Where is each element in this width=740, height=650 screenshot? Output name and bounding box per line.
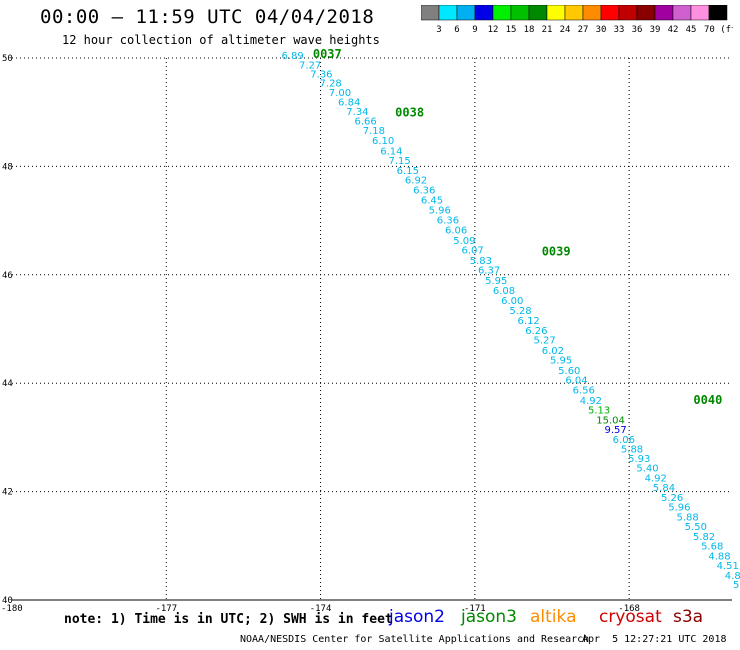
swh-value-label: 6.26 xyxy=(525,326,547,337)
mission-legend-jason2: jason2 xyxy=(389,607,445,627)
legend-tick-label: 70 (ft) xyxy=(704,25,733,35)
legend-swatch xyxy=(708,5,728,21)
legend-tick-label: 3 xyxy=(436,25,441,35)
swh-value-label: 6.04 xyxy=(565,376,587,387)
swh-value-label: 5.95 xyxy=(550,356,572,367)
swh-value-label: 6.02 xyxy=(542,346,564,357)
swh-value-label: 7.15 xyxy=(388,156,410,167)
lat-tick-label: 42 xyxy=(2,488,13,498)
lat-tick-label: 48 xyxy=(2,162,13,172)
legend-tick-label: 21 xyxy=(542,25,553,35)
legend-tick-label: 36 xyxy=(632,25,643,35)
swh-value-label: 5.93 xyxy=(733,580,740,591)
legend-tick-label: 27 xyxy=(578,25,589,35)
swh-value-label: 5.93 xyxy=(628,454,650,465)
time-label: 0038 xyxy=(395,106,424,120)
swh-value-label: 6.08 xyxy=(493,286,515,297)
swh-value-label: 5.88 xyxy=(676,512,698,523)
legend-tick-label: 45 xyxy=(686,25,697,35)
lon-tick-label: -174 xyxy=(310,604,332,614)
swh-value-label: 5.84 xyxy=(653,483,675,494)
swh-value-label: 6.14 xyxy=(380,146,402,157)
swh-value-label: 7.18 xyxy=(363,126,385,137)
swh-value-label: 6.37 xyxy=(478,266,500,277)
swh-value-label: 5.96 xyxy=(429,206,451,217)
units-note: note: 1) Time is in UTC; 2) SWH is in fe… xyxy=(64,612,393,627)
swh-value-label: 7.28 xyxy=(320,79,342,90)
legend-tick-label: 6 xyxy=(454,25,459,35)
lat-tick-label: 40 xyxy=(2,596,13,606)
swh-value-label: 6.12 xyxy=(518,316,540,327)
swh-value-label: 4.51 xyxy=(717,561,739,572)
swh-value-label: 6.15 xyxy=(397,166,419,177)
legend-tick-label: 12 xyxy=(488,25,499,35)
swh-value-label: 5.82 xyxy=(693,532,715,543)
swh-value-label: 5.50 xyxy=(685,522,707,533)
legend-tick-label: 30 xyxy=(596,25,607,35)
swh-value-label: 6.06 xyxy=(613,435,635,446)
swh-value-label: 7.27 xyxy=(299,60,321,71)
swh-value-label: 6.66 xyxy=(355,117,377,128)
legend-tick-label: 18 xyxy=(524,25,535,35)
lon-tick-label: -177 xyxy=(155,604,177,614)
legend-tick-label: 24 xyxy=(560,25,571,35)
swh-value-label: 5.09 xyxy=(453,236,475,247)
swh-value-label: 5.83 xyxy=(470,256,492,267)
lon-tick-label: -180 xyxy=(1,604,23,614)
swh-value-label: 6.92 xyxy=(405,176,427,187)
swh-value-label: 6.45 xyxy=(421,195,443,206)
swh-value-label: 7.00 xyxy=(329,88,351,99)
legend-tick-label: 33 xyxy=(614,25,625,35)
legend-tick-label: 39 xyxy=(650,25,661,35)
swh-value-label: 6.10 xyxy=(372,136,394,147)
swh-value-label: 5.95 xyxy=(485,276,507,287)
swh-value-label: 6.89 xyxy=(281,51,303,62)
mission-legend-altika: altika xyxy=(530,607,577,627)
page-title: 00:00 – 11:59 UTC 04/04/2018 xyxy=(40,6,375,28)
generated-timestamp: Apr 5 12:27:21 UTC 2018 xyxy=(582,634,727,645)
swh-value-label: 5.96 xyxy=(668,503,690,514)
swh-value-label: 5.26 xyxy=(661,493,683,504)
swh-value-label: 9.57 xyxy=(604,425,626,436)
lat-tick-label: 46 xyxy=(2,271,13,281)
lon-tick-label: -168 xyxy=(618,604,640,614)
swh-value-label: 5.28 xyxy=(509,306,531,317)
lat-tick-label: 44 xyxy=(2,379,13,389)
swh-value-label: 5.88 xyxy=(621,445,643,456)
lat-tick-label: 50 xyxy=(2,54,13,64)
legend-tick-label: 15 xyxy=(506,25,517,35)
time-label: 0037 xyxy=(313,47,342,61)
swh-value-label: 6.36 xyxy=(437,215,459,226)
swh-value-label: 6.06 xyxy=(445,226,467,237)
mission-legend-cryosat: cryosat xyxy=(599,607,662,627)
time-label: 0039 xyxy=(542,244,571,258)
mission-legend-s3a: s3a xyxy=(673,607,704,627)
swh-value-label: 15.04 xyxy=(596,415,625,426)
lon-tick-label: -171 xyxy=(464,604,486,614)
swh-value-label: 6.07 xyxy=(461,246,483,257)
swh-value-label: 4.92 xyxy=(645,473,667,484)
legend-tick-label: 42 xyxy=(668,25,679,35)
swh-value-label: 6.00 xyxy=(501,296,523,307)
swh-value-label: 6.56 xyxy=(573,385,595,396)
legend-tick-label: 9 xyxy=(472,25,477,35)
credit-line: NOAA/NESDIS Center for Satellite Applica… xyxy=(240,634,590,645)
swh-value-label: 4.88 xyxy=(708,551,730,562)
page-subtitle: 12 hour collection of altimeter wave hei… xyxy=(62,33,380,47)
swh-value-label: 5.68 xyxy=(701,542,723,553)
swh-value-label: 6.84 xyxy=(338,98,360,109)
swh-value-label: 5.40 xyxy=(636,464,658,475)
swh-value-label: 7.36 xyxy=(310,70,332,81)
mission-legend-jason3: jason3 xyxy=(461,607,517,627)
swh-value-label: 7.34 xyxy=(346,107,368,118)
time-label: 0040 xyxy=(693,393,722,407)
swh-value-label: 5.27 xyxy=(533,336,555,347)
swh-value-label: 5.60 xyxy=(558,366,580,377)
swh-value-label: 4.92 xyxy=(580,396,602,407)
swh-value-label: 6.36 xyxy=(413,186,435,197)
swh-value-label: 5.13 xyxy=(588,406,610,417)
swh-value-label: 4.81 xyxy=(725,571,740,582)
